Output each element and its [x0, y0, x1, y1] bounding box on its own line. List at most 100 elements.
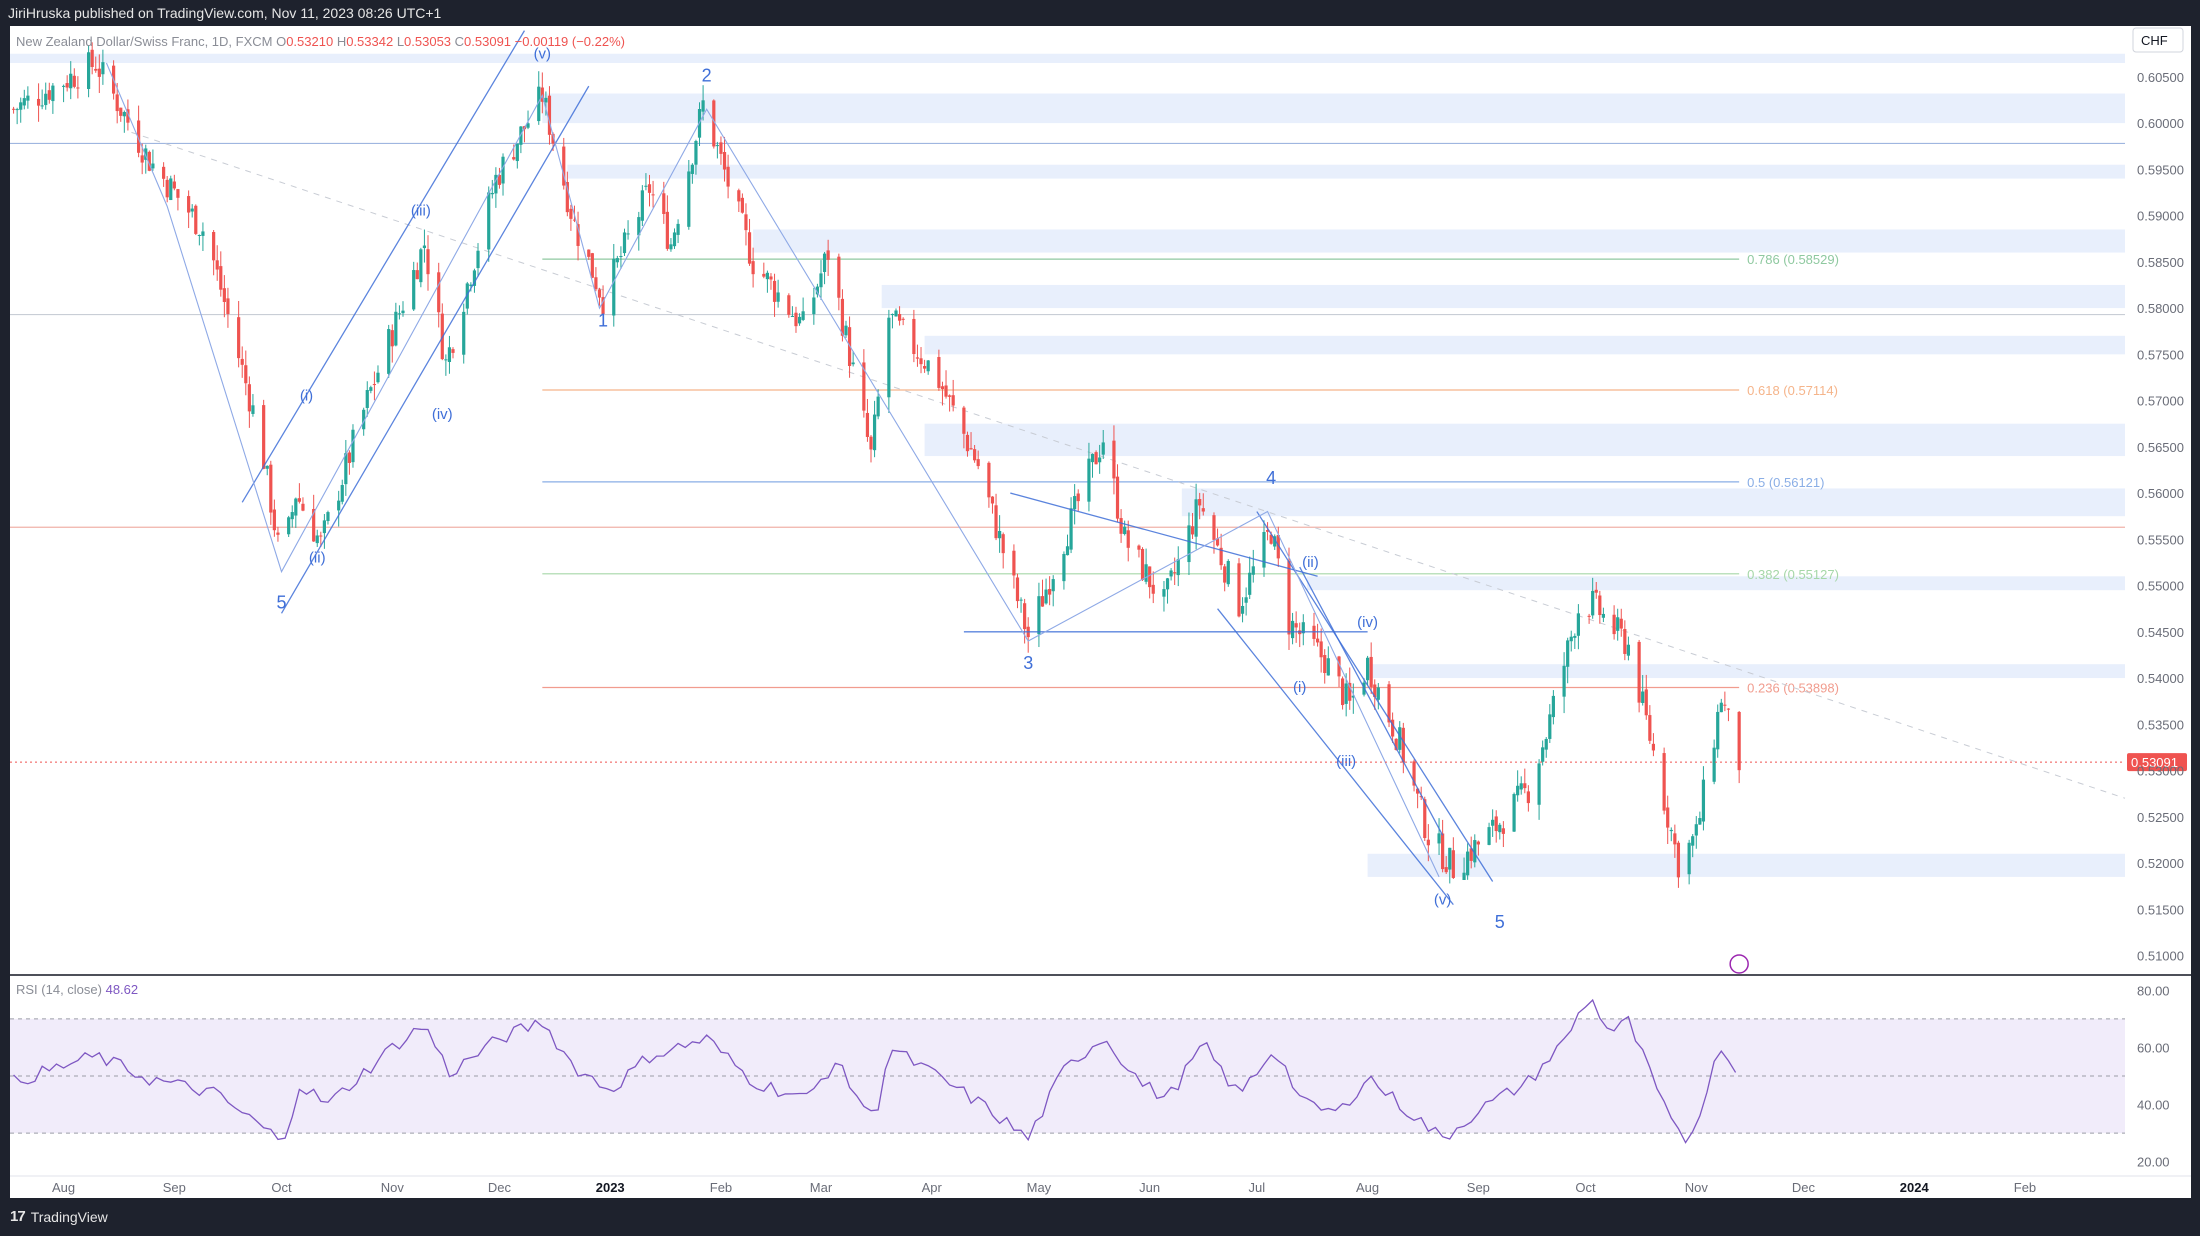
- supply-demand-zone: [542, 93, 2125, 124]
- candle-body: [51, 85, 55, 102]
- candle-body: [262, 405, 266, 469]
- candle-body: [1090, 453, 1095, 463]
- candle-body: [1294, 623, 1298, 628]
- rsi-axis-tick-label: 20.00: [2137, 1155, 2170, 1170]
- candle-body: [1644, 689, 1648, 716]
- candle-body: [140, 155, 144, 163]
- candle-body: [1469, 848, 1473, 861]
- y-axis-tick-label: 0.56000: [2137, 486, 2184, 501]
- candle-body: [851, 362, 855, 365]
- candle-body: [915, 357, 920, 359]
- candle-body: [1119, 518, 1123, 534]
- channel-line: [241, 30, 526, 503]
- y-axis-tick-label: 0.59500: [2137, 162, 2184, 177]
- candle-body: [512, 157, 516, 160]
- candle-body: [876, 396, 880, 417]
- candle-body: [1562, 665, 1566, 697]
- candle-body: [1448, 847, 1452, 870]
- candle-body: [826, 250, 830, 260]
- candle-body: [101, 62, 105, 75]
- candle-body: [22, 98, 26, 106]
- x-axis-tick-label: Oct: [1575, 1180, 1596, 1195]
- candle-body: [862, 362, 866, 411]
- footer-bar: 17 TradingView: [0, 1198, 2200, 1236]
- candle-body: [1069, 508, 1073, 550]
- wave-label: 2: [702, 65, 712, 85]
- candle-body: [297, 498, 301, 502]
- candle-body: [1673, 833, 1677, 845]
- candle-body: [726, 166, 730, 187]
- candle-body: [837, 256, 841, 298]
- candle-body: [351, 429, 355, 463]
- candle-body: [901, 318, 905, 320]
- candle-body: [1473, 840, 1477, 863]
- candle-body: [1701, 779, 1706, 822]
- candle-body: [1276, 535, 1280, 559]
- candle-body: [462, 311, 466, 355]
- candle-body: [619, 255, 623, 257]
- candle-body: [1394, 738, 1398, 750]
- candle-body: [1044, 589, 1048, 604]
- candle-body: [1691, 836, 1695, 846]
- tradingview-logo[interactable]: 17 TradingView: [10, 1208, 108, 1225]
- candle-body: [1737, 711, 1741, 771]
- supply-demand-zone: [924, 335, 2125, 355]
- candle-body: [572, 219, 577, 221]
- candle-body: [1098, 457, 1102, 463]
- candle-body: [397, 313, 402, 315]
- wave-label: 1: [598, 311, 608, 331]
- candle-body: [951, 395, 955, 406]
- candle-body: [1198, 499, 1202, 506]
- wave-label: (iii): [411, 203, 431, 220]
- candle-body: [1223, 566, 1227, 583]
- candle-body: [665, 211, 669, 249]
- candle-body: [1037, 596, 1041, 635]
- candle-body: [1240, 605, 1245, 614]
- supply-demand-zone: [1306, 576, 2125, 591]
- candle-body: [1176, 559, 1180, 576]
- candle-body: [151, 163, 155, 169]
- candle-body: [640, 190, 644, 221]
- candle-body: [1573, 635, 1577, 638]
- candle-body: [1201, 508, 1205, 512]
- candle-body: [222, 288, 226, 302]
- wave-label: 5: [1495, 912, 1505, 932]
- candle-body: [269, 464, 273, 513]
- candle-body: [740, 197, 744, 213]
- candle-body: [319, 535, 323, 537]
- candle-body: [1544, 738, 1548, 750]
- candle-body: [119, 107, 123, 116]
- candle-body: [1587, 615, 1591, 617]
- candle-body: [340, 485, 344, 502]
- candle-body: [948, 395, 952, 397]
- y-axis-tick-label: 0.52000: [2137, 856, 2184, 871]
- candle-body: [322, 520, 326, 534]
- candle-body: [501, 156, 505, 184]
- x-axis-tick-label: Dec: [1792, 1180, 1816, 1195]
- candle-body: [1344, 683, 1348, 704]
- elliott-wave-path: [105, 62, 1440, 878]
- candle-body: [865, 412, 870, 437]
- candle-body: [787, 295, 791, 315]
- candle-body: [326, 512, 330, 522]
- candle-body: [1123, 526, 1127, 535]
- candle-body: [1073, 496, 1077, 510]
- candle-body: [497, 174, 502, 185]
- candle-body: [1376, 687, 1380, 700]
- chart-canvas[interactable]: 0.786 (0.58529) 0.618 (0.57114) 0.5 (0.561…: [10, 26, 2191, 1198]
- candle-body: [1251, 566, 1255, 575]
- candle-body: [1494, 816, 1498, 832]
- wave-label: (v): [1434, 892, 1452, 909]
- tradingview-logo-icon: 17: [10, 1208, 26, 1225]
- candle-body: [1623, 628, 1627, 654]
- supply-demand-zone: [10, 53, 2125, 63]
- candle-body: [251, 405, 255, 414]
- supply-demand-zone: [1367, 853, 2125, 877]
- wave-label: (ii): [1302, 554, 1319, 571]
- candle-body: [1001, 534, 1005, 554]
- candle-body: [69, 73, 73, 89]
- wave-label: (ii): [309, 549, 326, 566]
- candle-body: [594, 277, 598, 290]
- y-axis-tick-label: 0.51000: [2137, 949, 2184, 964]
- wave-label: (iii): [1336, 753, 1356, 770]
